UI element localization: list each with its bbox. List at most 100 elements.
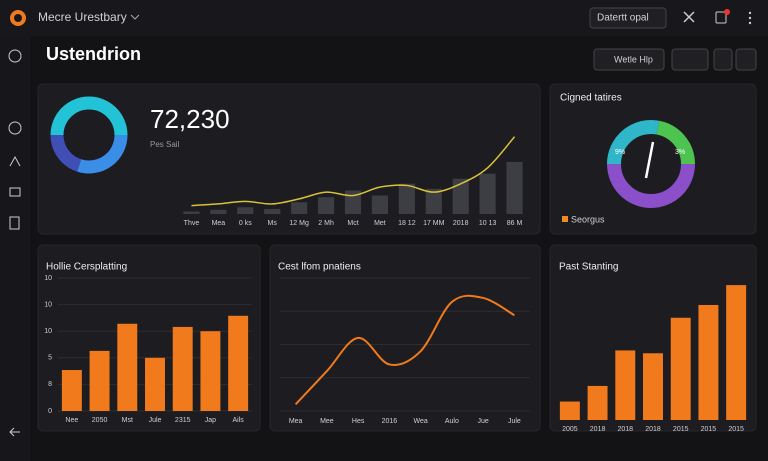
- help-button[interactable]: [593, 48, 665, 71]
- donut-segment: [50, 96, 128, 136]
- bar: [117, 323, 138, 411]
- x-tick-label: Thve: [184, 220, 200, 227]
- globe-icon[interactable]: [8, 121, 22, 135]
- bar: [344, 190, 362, 214]
- x-tick-label: 2050: [92, 417, 108, 424]
- edit-button[interactable]: [713, 48, 733, 71]
- x-tick-label: Ms: [268, 220, 278, 227]
- donut-annotation: 9%: [615, 149, 625, 156]
- x-tick-label: Wea: [413, 418, 427, 425]
- notification-icon[interactable]: [715, 11, 727, 24]
- menu-dot: [748, 21, 752, 25]
- line: [294, 294, 515, 406]
- x-tick-label: Mst: [122, 417, 133, 424]
- x-tick-label: 2016: [382, 418, 398, 425]
- menu-dot: [748, 16, 752, 20]
- card: [549, 83, 757, 235]
- donut-segment: [607, 163, 695, 208]
- card-title: Cest lfom pnatiens: [278, 262, 361, 273]
- x-tick-label: 2018: [590, 426, 606, 433]
- bar: [615, 350, 636, 420]
- bar: [264, 208, 281, 214]
- x-tick-label: 12 Mg: [289, 220, 309, 227]
- legend-label: Seorgus: [571, 214, 605, 224]
- y-tick-label: 10: [44, 328, 52, 335]
- bag-icon[interactable]: [9, 187, 21, 197]
- card-title: Hollie Cersplatting: [46, 262, 127, 273]
- x-tick-label: Hes: [352, 418, 365, 425]
- x-tick-label: 17 MM: [423, 220, 445, 227]
- card-title: Cigned tatires: [560, 93, 622, 104]
- x-tick-label: Jule: [149, 417, 162, 424]
- bar: [559, 401, 580, 420]
- kpi-label: Pes Sail: [150, 140, 180, 149]
- x-tick-label: Mee: [320, 418, 334, 425]
- tool-icon[interactable]: [9, 155, 21, 167]
- close-icon[interactable]: [683, 11, 695, 23]
- bar: [452, 178, 469, 214]
- bar: [670, 317, 691, 420]
- bar: [371, 195, 388, 214]
- x-tick-label: Mea: [289, 418, 303, 425]
- notification-dot: [724, 9, 730, 15]
- app-name: Mecre Urestbary: [38, 10, 127, 24]
- menu-dot[interactable]: [748, 11, 752, 15]
- x-tick-label: Mct: [347, 220, 358, 227]
- bar: [425, 188, 442, 214]
- x-tick-label: Jule: [508, 418, 521, 425]
- home-button[interactable]: [671, 48, 709, 71]
- bar: [183, 211, 200, 214]
- x-tick-label: Nee: [65, 417, 78, 424]
- bar: [89, 350, 110, 411]
- gauge-needle: [644, 141, 655, 179]
- x-tick-label: 18 12: [398, 220, 416, 227]
- bar: [200, 331, 221, 411]
- legend-swatch: [562, 216, 568, 222]
- donut-annotation: 3%: [675, 149, 685, 156]
- donut-segment: [50, 134, 82, 172]
- y-tick-label: 5: [48, 355, 52, 362]
- search-button[interactable]: [735, 48, 757, 71]
- x-tick-label: 2 Mh: [318, 220, 334, 227]
- x-tick-label: 10 13: [479, 220, 497, 227]
- x-tick-label: 2018: [453, 220, 469, 227]
- y-tick-label: 10: [44, 301, 52, 308]
- bar: [61, 370, 82, 411]
- x-tick-label: 0 ks: [239, 220, 252, 227]
- bar: [172, 326, 193, 411]
- back-icon[interactable]: [9, 427, 20, 437]
- card-title: Past Stanting: [559, 262, 618, 273]
- x-tick-label: Mea: [212, 220, 226, 227]
- bar: [145, 357, 165, 411]
- dropdown-icon[interactable]: [130, 14, 140, 20]
- sidebar: [0, 36, 30, 461]
- x-tick-label: 86 M: [507, 220, 523, 227]
- date-button-label: Datertt opal: [597, 13, 649, 24]
- bar: [398, 183, 415, 214]
- doc-icon[interactable]: [9, 216, 20, 230]
- info-icon[interactable]: [8, 49, 22, 63]
- help-button-label: Wetle Hlp: [614, 54, 653, 64]
- bar: [210, 209, 227, 214]
- x-tick-label: 2315: [175, 417, 191, 424]
- page-title: Ustendrion: [46, 44, 141, 64]
- bar: [318, 197, 335, 214]
- bar: [228, 315, 249, 411]
- kpi-value: 72,230: [150, 104, 230, 134]
- x-tick-label: 2015: [673, 426, 689, 433]
- x-tick-label: 2015: [728, 426, 744, 433]
- bar: [587, 385, 608, 420]
- x-tick-label: Ails: [233, 417, 245, 424]
- x-tick-label: Jap: [205, 417, 216, 424]
- donut-segment: [607, 120, 660, 165]
- date-button[interactable]: [589, 7, 667, 29]
- x-tick-label: 2018: [617, 426, 633, 433]
- line: [191, 136, 516, 207]
- bar: [726, 285, 747, 420]
- y-tick-label: 8: [48, 381, 52, 388]
- logo-hole: [14, 14, 22, 22]
- y-tick-label: 10: [44, 275, 52, 282]
- bar: [479, 173, 496, 214]
- bar: [506, 161, 523, 214]
